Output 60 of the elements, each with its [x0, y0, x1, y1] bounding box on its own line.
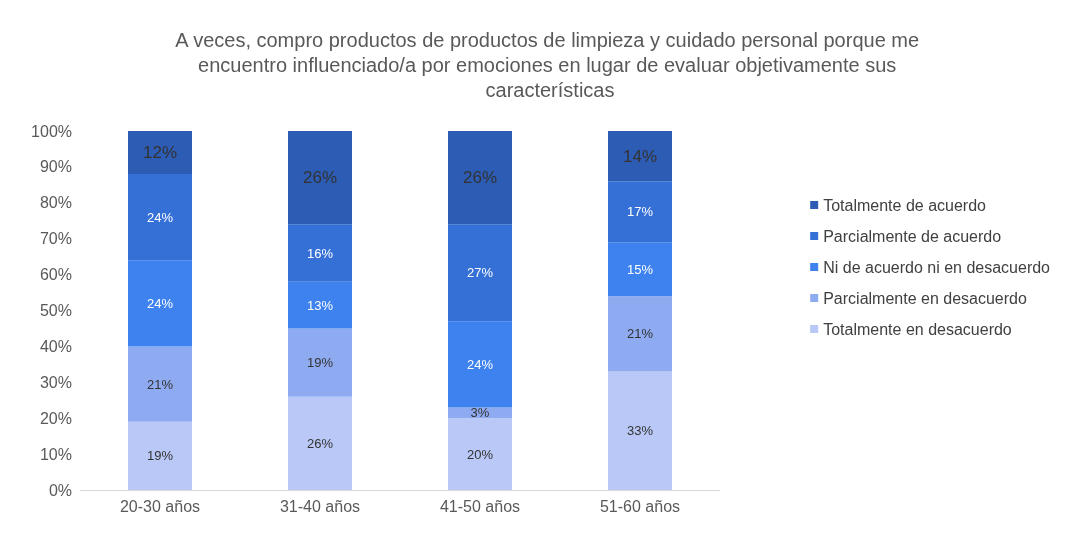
- y-tick-label: 80%: [39, 194, 72, 212]
- data-label: 13%: [306, 297, 334, 313]
- legend-label: Parcialmente en desacuerdo: [823, 289, 1027, 307]
- data-label: 24%: [146, 295, 174, 311]
- bar: [288, 328, 352, 397]
- y-tick-label: 60%: [39, 266, 72, 284]
- bar: [288, 396, 352, 490]
- y-tick-label: 40%: [39, 337, 72, 355]
- bar: [448, 418, 512, 490]
- y-tick-label: 90%: [39, 158, 72, 176]
- data-label: 15%: [626, 261, 654, 277]
- data-label: 26%: [462, 168, 498, 188]
- data-label: 12%: [142, 143, 178, 163]
- bar: [608, 131, 672, 182]
- bar: [128, 174, 192, 261]
- y-tick-label: 70%: [39, 230, 72, 248]
- bar: [128, 260, 192, 347]
- data-label: 21%: [626, 326, 654, 342]
- x-tick-label: 51-60 años: [599, 497, 681, 515]
- data-label: 19%: [146, 448, 174, 464]
- data-label: 26%: [302, 168, 338, 188]
- x-tick-label: 31-40 años: [279, 497, 361, 515]
- data-label: 3%: [470, 405, 490, 421]
- y-tick-label: 100%: [31, 122, 72, 140]
- data-label: 14%: [622, 146, 658, 166]
- data-label: 24%: [146, 209, 174, 225]
- data-label: 24%: [466, 356, 494, 372]
- bar: [288, 281, 352, 329]
- data-label: 21%: [146, 376, 174, 392]
- bar: [608, 371, 672, 490]
- bar: [128, 346, 192, 422]
- y-tick-label: 30%: [39, 373, 72, 391]
- bar: [288, 224, 352, 282]
- legend-label: Ni de acuerdo ni en desacuerdo: [823, 258, 1051, 276]
- data-label: 33%: [626, 423, 654, 439]
- bar: [448, 224, 512, 322]
- data-label: 27%: [466, 265, 494, 281]
- data-label: 19%: [306, 355, 334, 371]
- bar: [288, 131, 352, 225]
- chart-title: A veces, compro productos de productos de limpieza y cuidado personal porque me encuentro influenciado/a por emociones en lugar de evaluar objetivamente sus características: [175, 28, 925, 101]
- data-label: 20%: [466, 446, 494, 462]
- bar: [128, 421, 192, 490]
- data-label: 17%: [626, 204, 654, 220]
- bar: [608, 181, 672, 243]
- bar: [448, 321, 512, 408]
- data-label: 26%: [306, 435, 334, 451]
- bar: [448, 131, 512, 225]
- y-tick-label: 50%: [39, 302, 72, 319]
- y-tick-label: 0%: [48, 481, 72, 499]
- y-tick-label: 20%: [39, 409, 72, 427]
- legend-label: Parcialmente de acuerdo: [823, 227, 1002, 245]
- y-tick-label: 10%: [39, 445, 72, 463]
- legend-label: Totalmente en desacuerdo: [823, 320, 1012, 338]
- x-tick-label: 41-50 años: [439, 497, 521, 515]
- legend-label: Totalmente de acuerdo: [823, 196, 987, 214]
- x-tick-label: 20-30 años: [119, 497, 201, 515]
- data-label: 16%: [306, 245, 334, 261]
- bar: [608, 296, 672, 372]
- bar: [128, 131, 192, 175]
- bar: [608, 242, 672, 297]
